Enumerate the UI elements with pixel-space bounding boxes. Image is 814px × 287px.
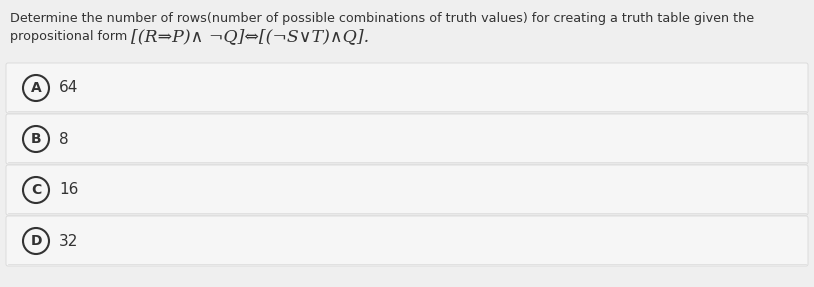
Text: D: D <box>30 234 42 248</box>
FancyBboxPatch shape <box>6 63 808 113</box>
Text: A: A <box>31 81 42 95</box>
Text: 32: 32 <box>59 234 78 249</box>
Text: Determine the number of rows(number of possible combinations of truth values) fo: Determine the number of rows(number of p… <box>10 12 754 25</box>
Text: C: C <box>31 183 42 197</box>
FancyBboxPatch shape <box>6 114 808 164</box>
Text: propositional form: propositional form <box>10 30 131 43</box>
Text: [(R⇒P)∧ ¬Q]⇔[(¬S∨T)∧Q].: [(R⇒P)∧ ¬Q]⇔[(¬S∨T)∧Q]. <box>131 28 370 45</box>
Text: 64: 64 <box>59 80 78 96</box>
FancyBboxPatch shape <box>6 216 808 266</box>
Text: B: B <box>31 132 42 146</box>
Text: 16: 16 <box>59 183 78 197</box>
Text: 8: 8 <box>59 131 68 146</box>
FancyBboxPatch shape <box>6 165 808 215</box>
